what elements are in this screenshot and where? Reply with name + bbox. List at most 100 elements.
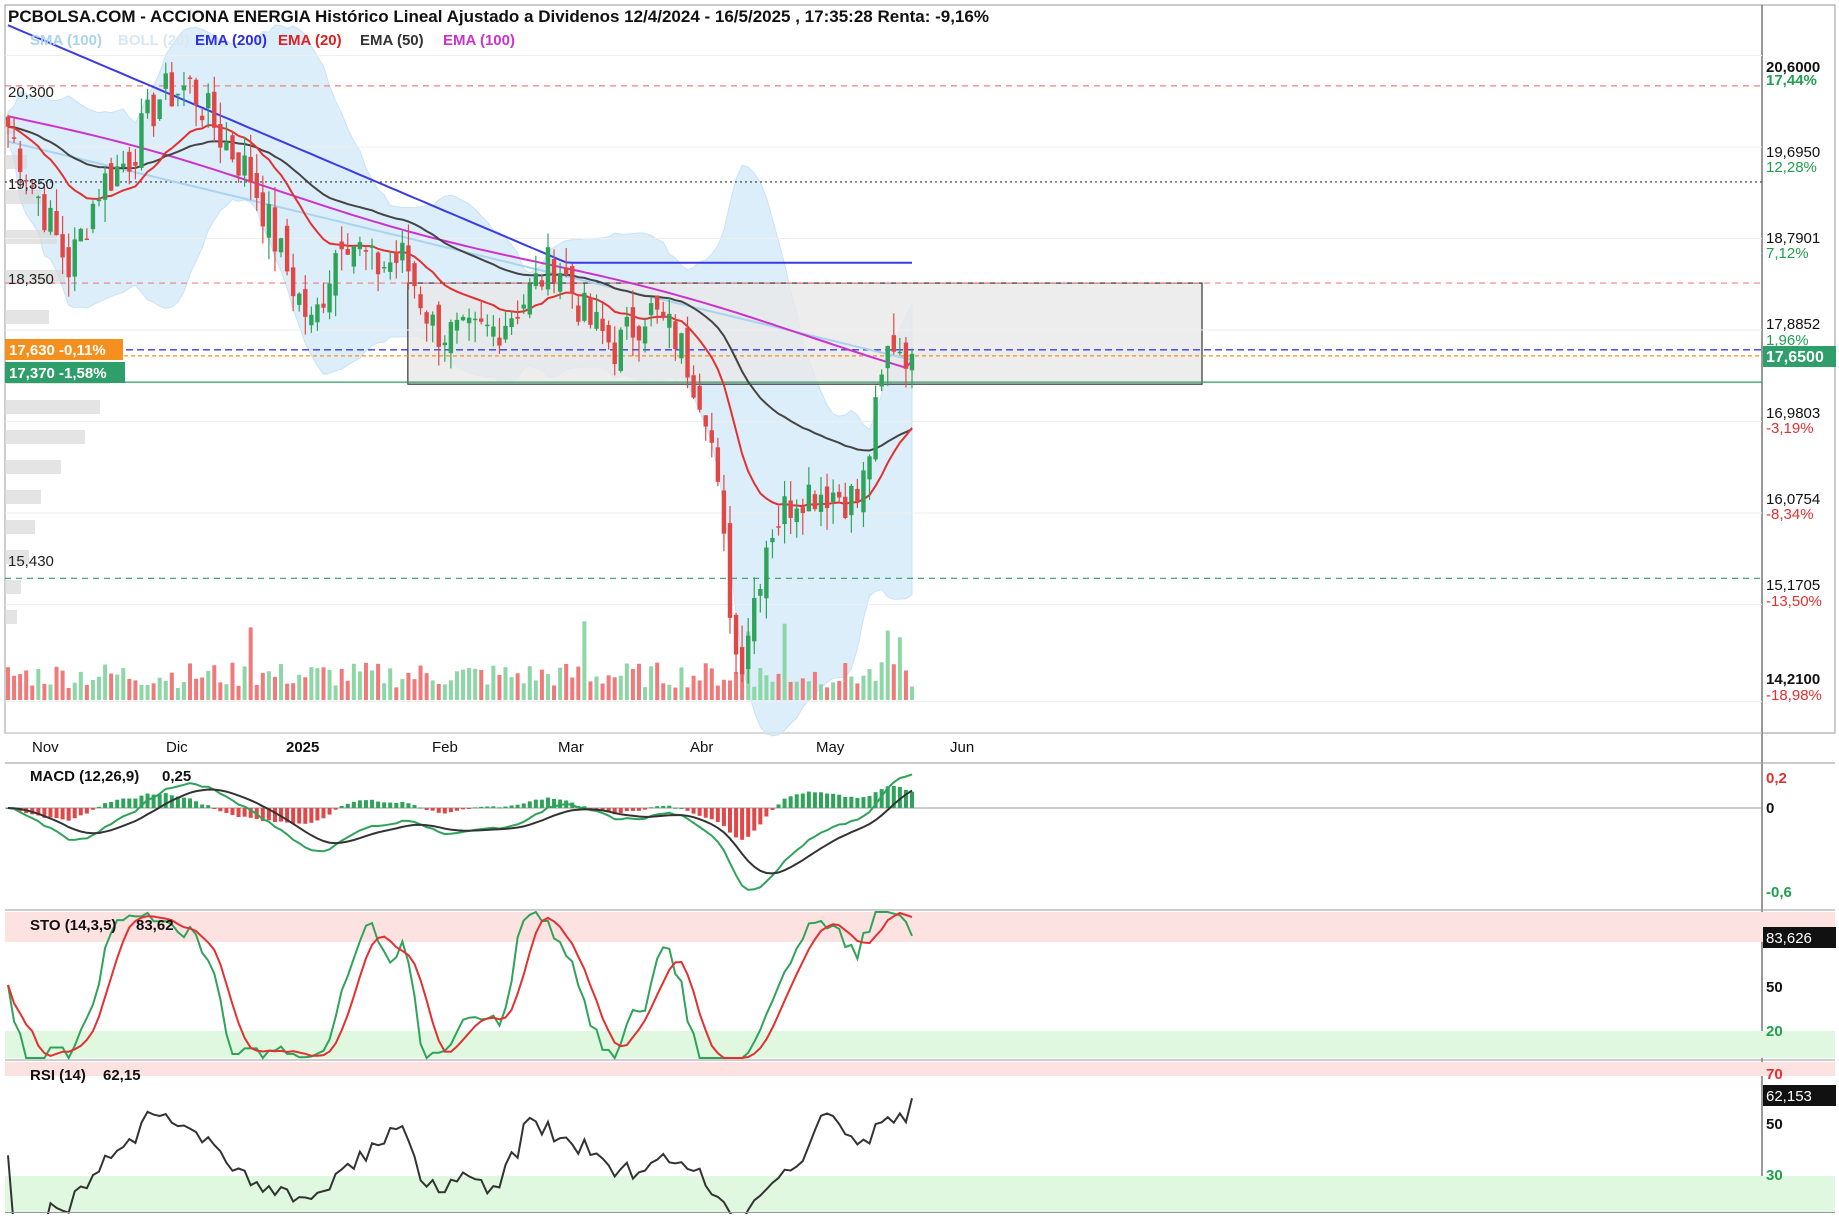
volume-bar bbox=[72, 682, 77, 700]
candle-body bbox=[284, 225, 290, 272]
macd-histogram-bar bbox=[370, 799, 375, 808]
volume-bar bbox=[357, 671, 362, 700]
macd-histogram-bar bbox=[436, 808, 441, 813]
macd-signal-line bbox=[7, 788, 913, 875]
candle-body bbox=[357, 242, 363, 250]
axis-pct-6: -13,50% bbox=[1766, 593, 1822, 610]
macd-histogram-bar bbox=[42, 808, 47, 818]
candle-body bbox=[667, 313, 672, 328]
volume-bar bbox=[734, 671, 739, 700]
candle-body bbox=[430, 314, 435, 326]
volume-bar bbox=[60, 670, 65, 700]
macd-label: MACD (12,26,9) bbox=[30, 768, 139, 785]
candle-body bbox=[151, 94, 156, 127]
volume-bar bbox=[78, 671, 83, 700]
candle-body bbox=[679, 333, 684, 359]
candle-body bbox=[479, 318, 484, 322]
volume-bar bbox=[406, 672, 411, 700]
volume-bar bbox=[169, 672, 174, 700]
volume-bar bbox=[661, 683, 666, 700]
macd-histogram-bar bbox=[497, 807, 502, 809]
sto-k-line bbox=[7, 910, 913, 1061]
axis-price-0: 20,6000 bbox=[1766, 59, 1820, 76]
candle-body bbox=[836, 491, 842, 498]
macd-histogram-bar bbox=[333, 808, 338, 810]
candle-body bbox=[315, 304, 320, 323]
volume-bar bbox=[388, 668, 393, 700]
macd-histogram-bar bbox=[545, 797, 550, 808]
candle-body bbox=[661, 311, 666, 318]
volume-bar bbox=[679, 667, 684, 700]
volume-bar bbox=[285, 683, 290, 700]
axis-pct-4: -3,19% bbox=[1766, 420, 1814, 437]
ema50-line bbox=[7, 125, 913, 452]
sto-current-bg bbox=[1763, 927, 1836, 948]
macd-histogram-bar bbox=[697, 808, 702, 816]
volume-bar bbox=[266, 671, 271, 700]
macd-histogram-bar bbox=[376, 801, 381, 808]
candle-body bbox=[533, 273, 539, 287]
volume-bar bbox=[218, 682, 223, 700]
macd-histogram-bar bbox=[770, 808, 775, 810]
volume-bar bbox=[612, 677, 617, 700]
candle-body bbox=[776, 526, 781, 528]
candle-body bbox=[485, 324, 490, 327]
candle-body bbox=[812, 494, 818, 510]
volume-bar bbox=[181, 682, 186, 700]
candle-body bbox=[642, 326, 648, 344]
volume-bar bbox=[867, 669, 872, 700]
candle-body bbox=[709, 430, 714, 443]
candle-body bbox=[351, 246, 357, 267]
volume-bar bbox=[897, 637, 902, 700]
rsi-line bbox=[7, 1097, 913, 1219]
volume-bar bbox=[133, 680, 138, 700]
background-layer bbox=[5, 24, 1762, 737]
macd-axis-top: 0,2 bbox=[1766, 770, 1787, 787]
macd-histogram-bar bbox=[812, 792, 817, 808]
volume-bar bbox=[764, 675, 769, 700]
macd-histogram-bar bbox=[831, 793, 836, 808]
candle-body bbox=[121, 163, 126, 168]
indicator-layer bbox=[5, 762, 1835, 1219]
volume-bar bbox=[145, 684, 150, 700]
macd-histogram-bar bbox=[242, 808, 247, 817]
volume-bar bbox=[837, 680, 842, 700]
axis-pct-1: 12,28% bbox=[1766, 159, 1817, 176]
candle-body bbox=[454, 319, 460, 331]
candle-body bbox=[242, 155, 247, 176]
volume-bar bbox=[327, 669, 332, 700]
volume-profile-bar bbox=[5, 580, 21, 594]
sto-axis-20: 20 bbox=[1766, 1023, 1783, 1040]
macd-histogram-bar bbox=[121, 798, 126, 808]
candle-body bbox=[752, 597, 757, 642]
macd-histogram-bar bbox=[558, 799, 563, 808]
macd-histogram-bar bbox=[357, 800, 362, 808]
candle-body bbox=[885, 345, 890, 369]
macd-histogram-bar bbox=[867, 796, 872, 808]
volume-bar bbox=[473, 668, 478, 700]
macd-histogram-bar bbox=[406, 803, 411, 808]
axis-price-6: 15,1705 bbox=[1766, 577, 1820, 594]
candle-body bbox=[133, 161, 138, 166]
macd-histogram-bar bbox=[394, 802, 399, 808]
macd-histogram-bar bbox=[188, 798, 193, 808]
volume-bar bbox=[545, 674, 550, 700]
macd-histogram-bar bbox=[515, 804, 520, 808]
volume-bar bbox=[600, 683, 605, 700]
volume-bar bbox=[291, 683, 296, 700]
macd-histogram-bar bbox=[661, 805, 666, 808]
candle-body bbox=[363, 250, 369, 252]
macd-histogram-bar bbox=[139, 795, 144, 808]
candle-body bbox=[891, 335, 896, 352]
volume-bar bbox=[97, 676, 102, 700]
macd-histogram-bar bbox=[279, 808, 284, 822]
macd-histogram-bar bbox=[315, 808, 320, 821]
candle-body bbox=[855, 488, 860, 502]
legend-ema100: EMA (100) bbox=[443, 32, 515, 49]
candle-body bbox=[388, 262, 393, 272]
rsi-value: 62,15 bbox=[103, 1067, 141, 1084]
volume-bar bbox=[42, 683, 47, 700]
candle-body bbox=[739, 647, 745, 675]
macd-histogram-bar bbox=[758, 808, 763, 825]
legend-ema200: EMA (200) bbox=[195, 32, 267, 49]
